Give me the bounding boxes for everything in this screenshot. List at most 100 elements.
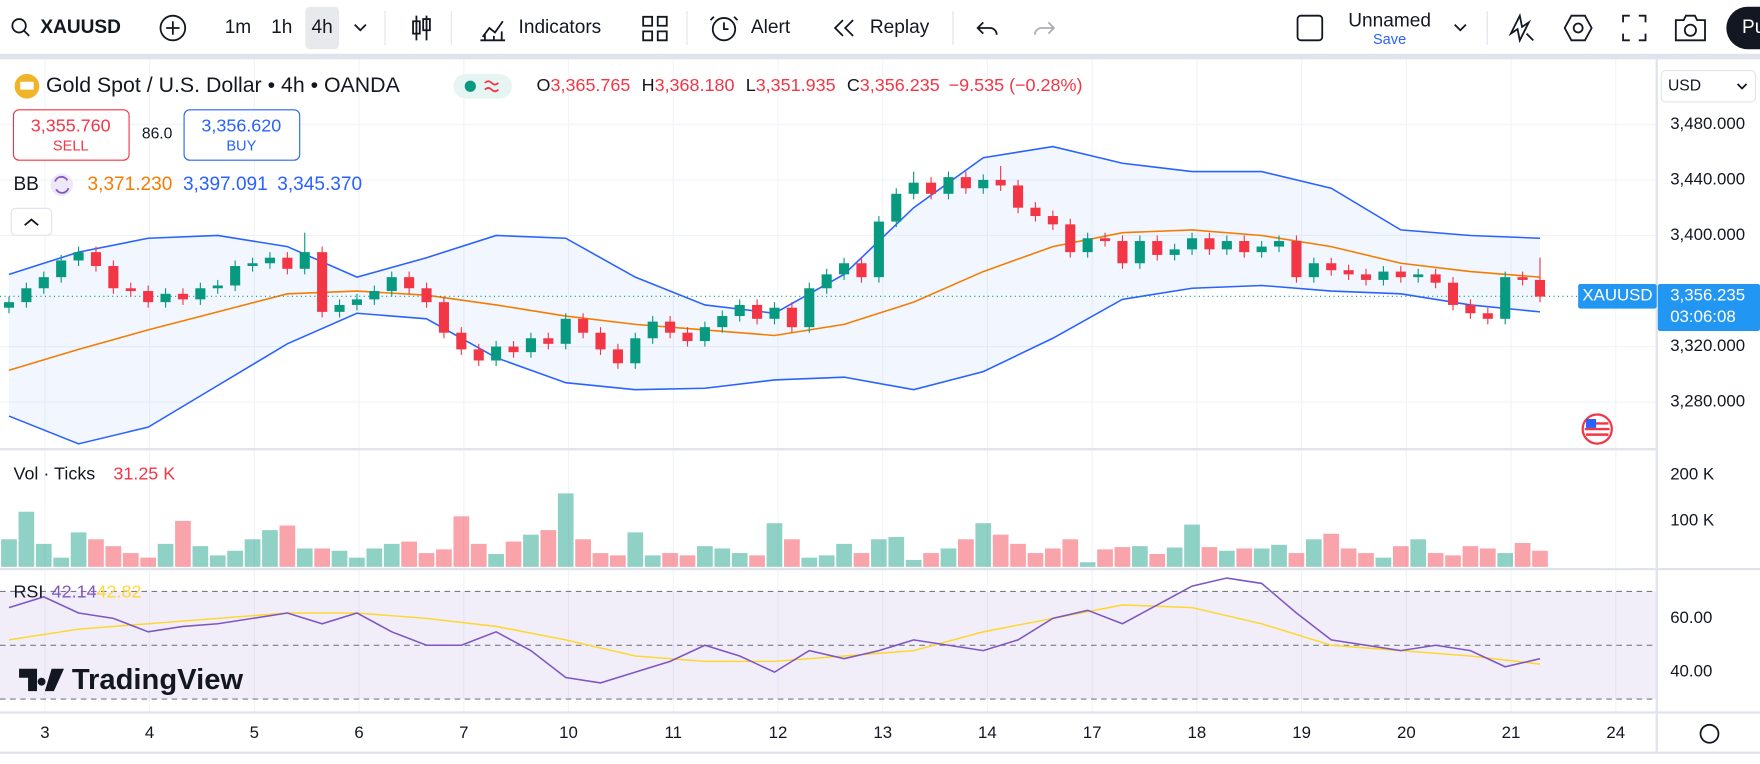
undo[interactable] <box>976 21 998 35</box>
fullscreen[interactable] <box>1622 14 1647 42</box>
interval[interactable]: 1m <box>225 17 251 38</box>
volume-bar <box>1079 562 1096 567</box>
quick-search[interactable] <box>1508 12 1534 44</box>
volume-bar <box>749 555 765 567</box>
indicators-icon[interactable] <box>480 20 506 42</box>
interval[interactable]: 1h <box>271 17 292 38</box>
candle-body <box>1413 274 1424 278</box>
bb-middle <box>8 229 1541 371</box>
volume-bar <box>53 557 70 567</box>
search-icon[interactable] <box>11 18 27 34</box>
candle-body <box>665 321 676 333</box>
redo[interactable] <box>1034 21 1056 35</box>
currency-selector[interactable] <box>1660 70 1757 103</box>
sell-price[interactable]: 3,355.760 <box>31 115 111 135</box>
volume-bar <box>1236 548 1253 567</box>
candle-body <box>1065 224 1076 253</box>
replay-button[interactable]: Replay <box>870 17 930 38</box>
chart-type-button[interactable] <box>412 15 431 41</box>
volume-bar <box>575 539 591 567</box>
candle-body <box>1117 241 1128 264</box>
volume-bar <box>1218 550 1235 567</box>
candle-body <box>1047 216 1058 225</box>
brand-name: TradingView <box>72 664 244 696</box>
compare-button[interactable] <box>159 14 187 42</box>
volume-bar <box>418 553 435 567</box>
replay-icon[interactable] <box>833 19 854 37</box>
time-label: 14 <box>978 723 997 742</box>
save-button[interactable]: Save <box>1373 32 1406 48</box>
collapse-legend[interactable] <box>10 207 53 236</box>
publish-button[interactable] <box>1726 6 1760 50</box>
buy-label[interactable]: BUY <box>226 139 256 155</box>
candle-body <box>682 332 693 342</box>
volume-bar <box>836 543 852 567</box>
candle-body <box>317 252 328 312</box>
volume-bar <box>279 525 296 567</box>
publish-label[interactable]: Pu <box>1742 17 1760 38</box>
time-label: 4 <box>145 723 154 742</box>
volume-bar <box>88 539 104 567</box>
currency[interactable]: USD <box>1668 77 1701 94</box>
volume-bar <box>1184 524 1200 567</box>
volume-bar <box>766 523 783 567</box>
volume-bar <box>523 534 539 567</box>
candle-body <box>386 277 397 292</box>
ohlc-value: 3,365.765 <box>550 75 630 95</box>
candle-body <box>717 316 728 328</box>
indicators-button[interactable]: Indicators <box>519 17 602 38</box>
volume-bar <box>1201 547 1218 567</box>
settings[interactable] <box>1563 14 1593 42</box>
buy-button[interactable] <box>183 109 301 161</box>
interval-menu[interactable] <box>354 24 367 32</box>
alert-hands <box>709 16 739 31</box>
candle-body <box>334 304 345 312</box>
symbol-title: Gold Spot / U.S. Dollar • 4h • OANDA <box>46 73 401 97</box>
volume-bar <box>1462 546 1479 567</box>
layouts-button[interactable] <box>642 15 668 42</box>
alert-button[interactable]: Alert <box>751 17 791 38</box>
candle-body <box>612 349 623 364</box>
candle-body <box>160 293 171 303</box>
volume-bar <box>958 539 974 567</box>
market-status[interactable] <box>453 73 512 99</box>
candle-body <box>856 263 867 278</box>
price-tick-label: 3,320.000 <box>1670 336 1745 355</box>
axis-settings[interactable] <box>1699 723 1720 744</box>
interval[interactable]: 4h <box>312 17 333 38</box>
volume-bar <box>70 532 87 567</box>
buy-price[interactable]: 3,356.620 <box>201 115 281 135</box>
volume-bar <box>18 511 35 567</box>
layout-name[interactable]: Unnamed <box>1348 10 1431 31</box>
volume-bar <box>453 516 470 567</box>
candle-body <box>1291 241 1302 278</box>
candle-body <box>1430 274 1441 283</box>
ohlc-key: H <box>642 75 655 95</box>
bb-icon-arrows <box>54 175 70 194</box>
bb-lower <box>8 284 1541 445</box>
rsi-tick-label: 60.00 <box>1670 608 1712 627</box>
symbol[interactable]: XAUUSD <box>40 17 121 38</box>
last-symbol-tag <box>1578 283 1657 309</box>
rsi-tick-label: 40.00 <box>1670 662 1712 681</box>
time-label: 17 <box>1083 723 1102 742</box>
volume-bar <box>540 530 557 567</box>
candle-body <box>699 327 710 342</box>
layout-menu[interactable] <box>1454 24 1467 32</box>
layout-checkbox[interactable] <box>1296 14 1324 42</box>
active-interval-bg <box>305 6 339 50</box>
sell-label[interactable]: SELL <box>53 139 89 155</box>
volume-bar <box>1149 553 1166 567</box>
candle-body <box>1482 313 1493 319</box>
volume-bar <box>1114 547 1131 567</box>
alert-icon[interactable] <box>711 17 737 42</box>
sell-button[interactable] <box>12 109 130 161</box>
events-flag[interactable] <box>1581 413 1613 445</box>
ohlc-value: 3,356.235 <box>860 75 940 95</box>
candle-body <box>473 349 484 361</box>
volume-bar <box>227 550 244 567</box>
volume-bar <box>697 546 713 567</box>
volume-bar <box>1497 553 1514 567</box>
snapshot[interactable] <box>1674 14 1706 42</box>
candle-body <box>1308 263 1319 278</box>
